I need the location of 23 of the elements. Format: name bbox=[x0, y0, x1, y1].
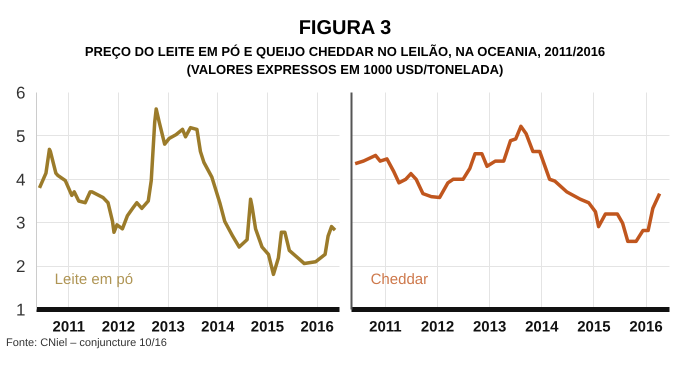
y-tick-label: 3 bbox=[16, 214, 26, 233]
x-tick-label: 2015 bbox=[250, 318, 284, 336]
x-tick-label: 2012 bbox=[420, 318, 454, 336]
y-tick-label: 4 bbox=[16, 170, 26, 190]
source-note: Fonte: CNiel – conjuncture 10/16 bbox=[6, 336, 167, 351]
y-tick-label: 2 bbox=[16, 257, 26, 276]
x-tick-label: 2015 bbox=[577, 318, 611, 336]
y-tick-label: 5 bbox=[16, 126, 26, 146]
x-tick-label: 2013 bbox=[151, 318, 185, 336]
x-tick-label: 2012 bbox=[102, 318, 136, 336]
x-tick-label: 2016 bbox=[300, 318, 334, 336]
x-tick-label: 2014 bbox=[201, 318, 236, 336]
y-tick-label: 1 bbox=[16, 300, 26, 320]
chart-subtitle: PREÇO DO LEITE EM PÓ E QUEIJO CHEDDAR NO LEILÃO, NA OCEANIA, 2011/2016 (VALORES EXPRESSOS EM 1000 USD/TONELADA) bbox=[84, 42, 606, 79]
text: Leite em pó bbox=[54, 270, 134, 288]
x-tick-label: 2011 bbox=[369, 318, 402, 336]
y-tick-label: 6 bbox=[16, 84, 26, 102]
x-tick-label: 2016 bbox=[629, 318, 663, 336]
x-tick-label: 2013 bbox=[472, 318, 506, 336]
x-tick-label: 2014 bbox=[525, 318, 560, 336]
chart-title: FIGURA 3 bbox=[298, 16, 392, 41]
text: Cheddar bbox=[370, 270, 428, 288]
x-tick-label: 2011 bbox=[52, 318, 86, 336]
